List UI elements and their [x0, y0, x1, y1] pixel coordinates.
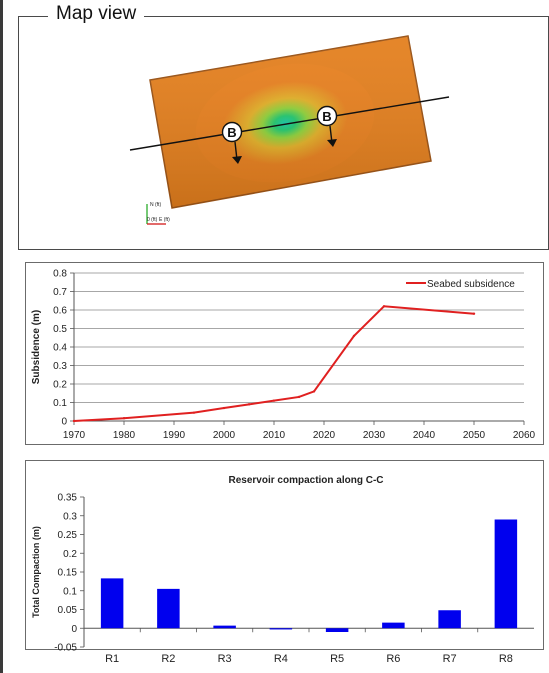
y-tick-label: 0: [71, 624, 77, 635]
y-tick-label: 0.8: [53, 269, 67, 280]
compass-east-label: E (ft): [159, 217, 170, 223]
subsidence-chart-panel: 0 0.1 0.2 0.3 0.4 0.5 0.6 0.7 0.8 1970 1980 1990 200…: [25, 262, 544, 445]
marker-label: B: [227, 125, 236, 140]
x-tick-label: 2060: [513, 430, 536, 441]
data-point: [247, 403, 251, 406]
data-point: [192, 411, 196, 414]
data-point: [272, 399, 276, 402]
map-view-title: Map view: [48, 3, 145, 25]
y-tick-label: -0.05: [54, 643, 77, 654]
x-tick-label: 2000: [213, 430, 236, 441]
compaction-chart-panel: Reservoir compaction along C-C -0.05 0 0.05…: [25, 460, 544, 665]
section-line: [129, 96, 450, 151]
data-point: [472, 312, 476, 315]
y-tick-label: 0.5: [53, 324, 67, 335]
data-point: [312, 390, 316, 393]
x-tick-label: 1980: [113, 430, 136, 441]
chart-title: Reservoir compaction along C-C: [228, 475, 383, 486]
data-point: [297, 395, 301, 399]
x-tick-label: 2050: [463, 430, 486, 441]
y-tick-label: 0.4: [53, 343, 67, 354]
x-tick-label: R5: [330, 653, 344, 665]
bar-r4: [269, 628, 293, 630]
compass-north-label: N (ft): [150, 202, 161, 208]
map-view-panel: B B N (ft) 0 (ft) E (ft): [18, 16, 549, 250]
bar-r6: [382, 622, 405, 629]
map-view-canvas: B B N (ft) 0 (ft) E (ft): [129, 35, 450, 225]
x-tick-label: 2030: [363, 430, 386, 441]
y-axis-label: Total Compaction (m): [31, 526, 41, 618]
y-tick-label: 0.7: [53, 287, 67, 298]
bar-r5: [325, 628, 349, 632]
compass-axes: N (ft) 0 (ft) E (ft): [146, 202, 170, 225]
x-tick-label: R8: [499, 653, 513, 665]
x-tick-label: 1970: [63, 430, 86, 441]
section-marker-b-left[interactable]: B: [221, 121, 243, 165]
y-tick-label: 0: [61, 417, 67, 428]
compass-origin-label: 0 (ft): [147, 217, 158, 223]
bar-r1: [100, 578, 124, 629]
data-point: [382, 305, 386, 308]
bar-r2: [157, 588, 180, 629]
x-tick-label: 2020: [313, 430, 336, 441]
y-tick-label: 0.05: [58, 605, 78, 616]
x-tick-label: R3: [218, 653, 232, 665]
data-point: [352, 334, 356, 338]
left-border-line: [0, 0, 3, 673]
data-point: [122, 417, 126, 420]
y-tick-label: 0.15: [58, 568, 78, 579]
y-tick-label: 0.6: [53, 306, 67, 317]
y-tick-label: 0.1: [63, 586, 77, 597]
y-tick-label: 0.35: [58, 493, 78, 504]
y-tick-label: 0.3: [53, 361, 67, 372]
y-tick-label: 0.25: [58, 530, 78, 541]
bar-r3: [213, 625, 236, 629]
series-line: [73, 305, 475, 422]
compaction-chart: Reservoir compaction along C-C -0.05 0 0.05…: [31, 475, 534, 665]
data-point: [222, 406, 226, 410]
x-tick-label: 2010: [263, 430, 286, 441]
y-axis-label: Subsidence (m): [31, 310, 42, 384]
x-tick-label: R4: [274, 653, 288, 665]
reservoir-field: [149, 35, 432, 209]
bar-r8: [494, 519, 518, 629]
x-tick-label: R7: [443, 653, 457, 665]
y-tick-label: 0.2: [63, 549, 77, 560]
x-tick-label: R1: [105, 653, 119, 665]
section-marker-b-right[interactable]: B: [316, 105, 338, 148]
data-point: [72, 419, 76, 423]
y-tick-label: 0.1: [53, 398, 67, 409]
subsidence-chart: 0 0.1 0.2 0.3 0.4 0.5 0.6 0.7 0.8 1970 1980 1990 200…: [31, 269, 536, 442]
x-tick-label: R6: [386, 653, 400, 665]
marker-label: B: [322, 109, 331, 124]
bar-r7: [438, 610, 461, 629]
x-tick-label: R2: [161, 653, 175, 665]
y-tick-label: 0.3: [63, 511, 77, 522]
legend-label: Seabed subsidence: [427, 279, 515, 290]
x-tick-label: 2040: [413, 430, 436, 441]
x-tick-label: 1990: [163, 430, 186, 441]
y-tick-label: 0.2: [53, 380, 67, 391]
